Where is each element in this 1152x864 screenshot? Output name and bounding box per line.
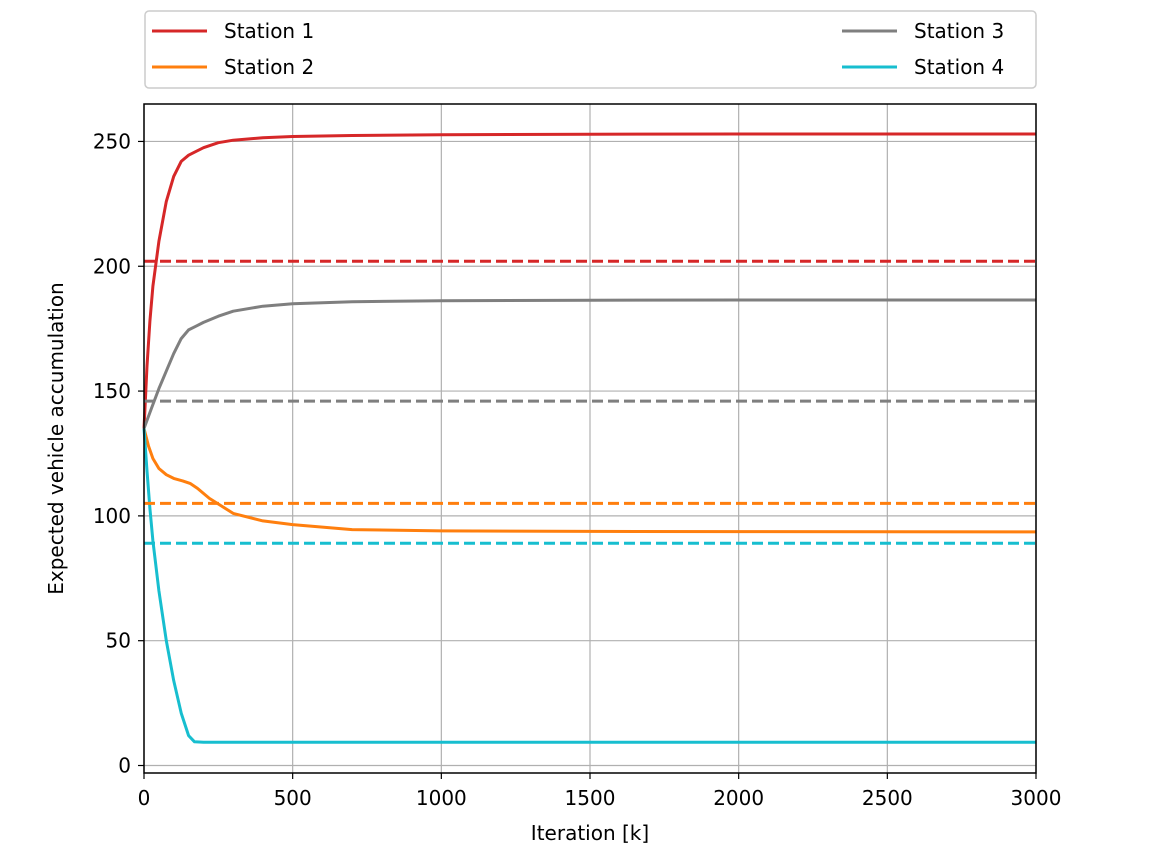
x-tick-label: 3000 bbox=[1011, 786, 1062, 810]
legend-label: Station 1 bbox=[224, 19, 314, 43]
x-tick-label: 0 bbox=[138, 786, 151, 810]
legend: Station 1 Station 2 Station 3 Station 4 bbox=[144, 10, 1037, 89]
series-layer bbox=[142, 132, 1037, 744]
legend-box bbox=[144, 10, 1037, 89]
x-tick-label: 500 bbox=[274, 786, 312, 810]
legend-label: Station 4 bbox=[914, 55, 1004, 79]
x-tick-label: 2500 bbox=[862, 786, 913, 810]
y-tick-label: 200 bbox=[93, 254, 131, 278]
y-axis-label: Expected vehicle accumulation bbox=[44, 282, 68, 594]
y-tick-label: 250 bbox=[93, 129, 131, 153]
grid bbox=[143, 104, 1037, 773]
y-tick-label: 50 bbox=[106, 629, 131, 653]
y-tick-label: 0 bbox=[118, 754, 131, 778]
x-tick-label: 1000 bbox=[416, 786, 467, 810]
y-tick-label: 150 bbox=[93, 379, 131, 403]
legend-label: Station 2 bbox=[224, 55, 314, 79]
x-axis-label: Iteration [k] bbox=[531, 821, 649, 845]
x-tick-label: 2000 bbox=[713, 786, 764, 810]
station-2-line bbox=[142, 428, 1037, 534]
station-3-line bbox=[142, 298, 1036, 430]
station-4-line bbox=[142, 428, 1036, 744]
ticks: 0 500 1000 1500 2000 2500 3000 0 50 100 150 200 250 bbox=[93, 129, 1062, 810]
station-1-line bbox=[142, 132, 1036, 429]
legend-label: Station 3 bbox=[914, 19, 1004, 43]
y-tick-label: 100 bbox=[93, 504, 131, 528]
x-tick-label: 1500 bbox=[565, 786, 616, 810]
